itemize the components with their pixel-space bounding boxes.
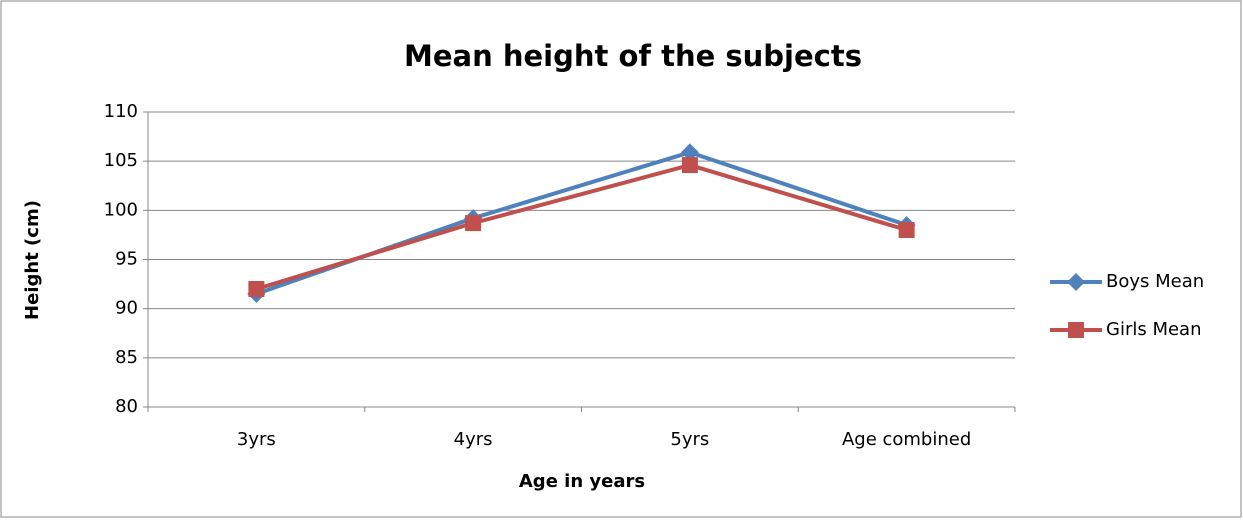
y-tick-label: 95 [115, 249, 138, 270]
legend-label: Girls Mean [1106, 319, 1202, 340]
data-point [898, 222, 915, 238]
series-line [255, 163, 908, 291]
y-tick-label: 100 [104, 199, 138, 220]
y-tick-label: 90 [115, 298, 138, 319]
legend-marker [1067, 273, 1085, 291]
y-tick-label: 105 [104, 150, 138, 171]
x-tick-label: 4yrs [454, 429, 493, 450]
x-axis-label: Age in years [519, 471, 645, 492]
x-tick-label: Age combined [842, 429, 971, 450]
legend-label: Boys Mean [1106, 271, 1204, 292]
y-tick-label: 85 [115, 347, 138, 368]
legend-marker [1068, 322, 1084, 338]
x-tick-label: 5yrs [670, 429, 709, 450]
x-tick-label: 3yrs [237, 429, 276, 450]
data-point [681, 157, 698, 174]
y-tick-label: 110 [104, 101, 138, 122]
chart-title: Mean height of the subjects [404, 39, 862, 73]
y-axis-label: Height (cm) [22, 200, 43, 320]
y-tick-label: 80 [115, 396, 138, 417]
data-point [465, 215, 482, 232]
data-point [248, 281, 265, 297]
data-point [680, 143, 699, 162]
